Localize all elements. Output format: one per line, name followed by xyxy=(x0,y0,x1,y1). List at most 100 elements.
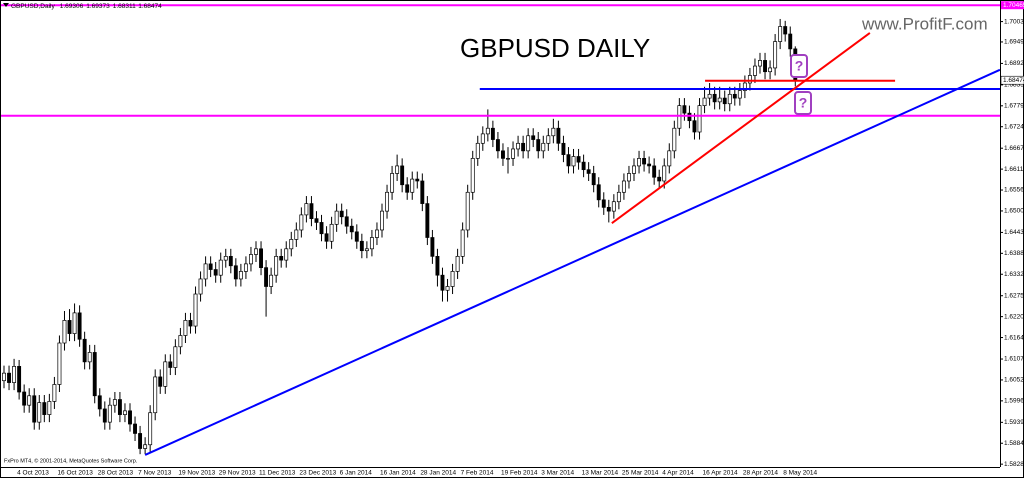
candle-body xyxy=(702,97,707,106)
candle-body xyxy=(551,127,556,137)
candle-body xyxy=(420,180,425,204)
candle-body xyxy=(435,255,440,276)
x-tick-label: 28 Oct 2013 xyxy=(98,470,134,477)
candle-body xyxy=(395,165,400,174)
candle-body xyxy=(264,267,269,287)
candle-body xyxy=(188,320,193,327)
candle-body xyxy=(667,150,672,167)
candle-body xyxy=(586,169,591,174)
y-tick-label: 1.61645 xyxy=(1004,334,1024,341)
candle-body xyxy=(697,105,702,133)
candle-body xyxy=(611,201,616,212)
x-tick-label: 13 Mar 2014 xyxy=(582,470,619,477)
x-tick-label: 28 Apr 2014 xyxy=(743,470,778,477)
candle-body xyxy=(37,402,42,423)
candle-body xyxy=(238,271,243,280)
candle-body xyxy=(107,404,112,423)
candle-body xyxy=(526,135,531,152)
candle-body xyxy=(465,191,470,231)
candle-body xyxy=(223,255,228,261)
candle-body xyxy=(410,178,415,193)
y-tick-label: 1.63325 xyxy=(1004,271,1024,278)
candle-body xyxy=(218,259,223,276)
candle-body xyxy=(289,239,294,250)
candle-body xyxy=(128,410,132,425)
y-tick-label: 1.70030 xyxy=(1004,18,1024,25)
candle-body xyxy=(319,222,324,235)
candle-body xyxy=(616,191,621,203)
candle-body xyxy=(183,320,188,336)
candle-body xyxy=(213,269,218,276)
candle-body xyxy=(2,372,6,382)
candle-body xyxy=(228,255,233,267)
candle-body xyxy=(259,248,263,269)
y-tick-label: 1.62755 xyxy=(1004,292,1024,299)
candle-body xyxy=(354,231,359,242)
candle-body xyxy=(339,210,344,218)
candle-body xyxy=(712,93,717,103)
candle-body xyxy=(485,127,490,135)
candle-body xyxy=(758,60,762,67)
candle-body xyxy=(627,173,631,182)
candle-body xyxy=(601,199,606,208)
candle-body xyxy=(279,255,284,261)
candle-body xyxy=(254,248,258,255)
candle-body xyxy=(788,33,793,50)
candle-body xyxy=(732,93,737,99)
x-tick-label: 6 Jan 2014 xyxy=(340,470,373,477)
candle-body xyxy=(249,254,253,265)
y-tick-label: 1.65560 xyxy=(1004,187,1024,194)
y-tick-label: 1.68920 xyxy=(1004,60,1024,67)
candle-body xyxy=(440,274,445,291)
x-tick-label: 19 Nov 2013 xyxy=(178,470,215,477)
candle-body xyxy=(22,391,27,406)
chart-title: GBPUSD DAILY xyxy=(460,33,650,63)
question-box xyxy=(790,54,808,78)
x-tick-label: 16 Apr 2014 xyxy=(703,470,738,477)
candle-body xyxy=(42,402,47,415)
candle-body xyxy=(531,135,536,140)
candle-body xyxy=(97,395,102,410)
candle-body xyxy=(591,173,596,186)
candle-body xyxy=(621,180,626,193)
candle-body xyxy=(662,165,667,182)
y-tick-label: 1.60520 xyxy=(1004,377,1024,384)
candle-body xyxy=(143,444,148,449)
y-tick-label: 1.66115 xyxy=(1004,166,1024,173)
candle-body xyxy=(677,105,682,129)
candle-body xyxy=(294,229,299,240)
copyright: FxPro MT4, © 2001-2014, MetaQuotes Softw… xyxy=(4,457,138,464)
y-tick-label: 1.65005 xyxy=(1004,208,1024,215)
candle-body xyxy=(450,271,455,287)
candle-body xyxy=(596,184,601,201)
candle-body xyxy=(117,399,122,415)
candle-body xyxy=(647,163,652,167)
y-tick-label: 1.69490 xyxy=(1004,39,1024,46)
candle-body xyxy=(334,210,339,225)
candle-body xyxy=(742,82,747,91)
x-tick-label: 3 Mar 2014 xyxy=(541,470,574,477)
candle-body xyxy=(208,263,213,270)
candle-body xyxy=(27,395,32,406)
candle-body xyxy=(561,142,566,155)
low: 1.68311 xyxy=(113,3,136,10)
header-triangle xyxy=(3,3,9,7)
x-tick-label: 4 Oct 2013 xyxy=(17,470,49,477)
candle-body xyxy=(773,41,778,69)
y-tick-label: 1.62200 xyxy=(1004,313,1024,320)
y-tick-label: 1.59965 xyxy=(1004,398,1024,405)
high: 1.69373 xyxy=(86,3,110,10)
candle-body xyxy=(556,127,561,144)
candle-body xyxy=(274,255,279,276)
candle-body xyxy=(747,75,752,84)
candle-body xyxy=(123,410,127,415)
candle-body xyxy=(87,352,92,363)
candle-body xyxy=(430,237,435,257)
candle-body xyxy=(309,203,314,220)
candle-body xyxy=(632,165,636,174)
candle-body xyxy=(768,67,773,73)
candle-body xyxy=(460,229,465,257)
question-mark: ? xyxy=(795,58,804,74)
candle-body xyxy=(682,105,687,114)
x-tick-label: 11 Dec 2013 xyxy=(259,470,296,477)
